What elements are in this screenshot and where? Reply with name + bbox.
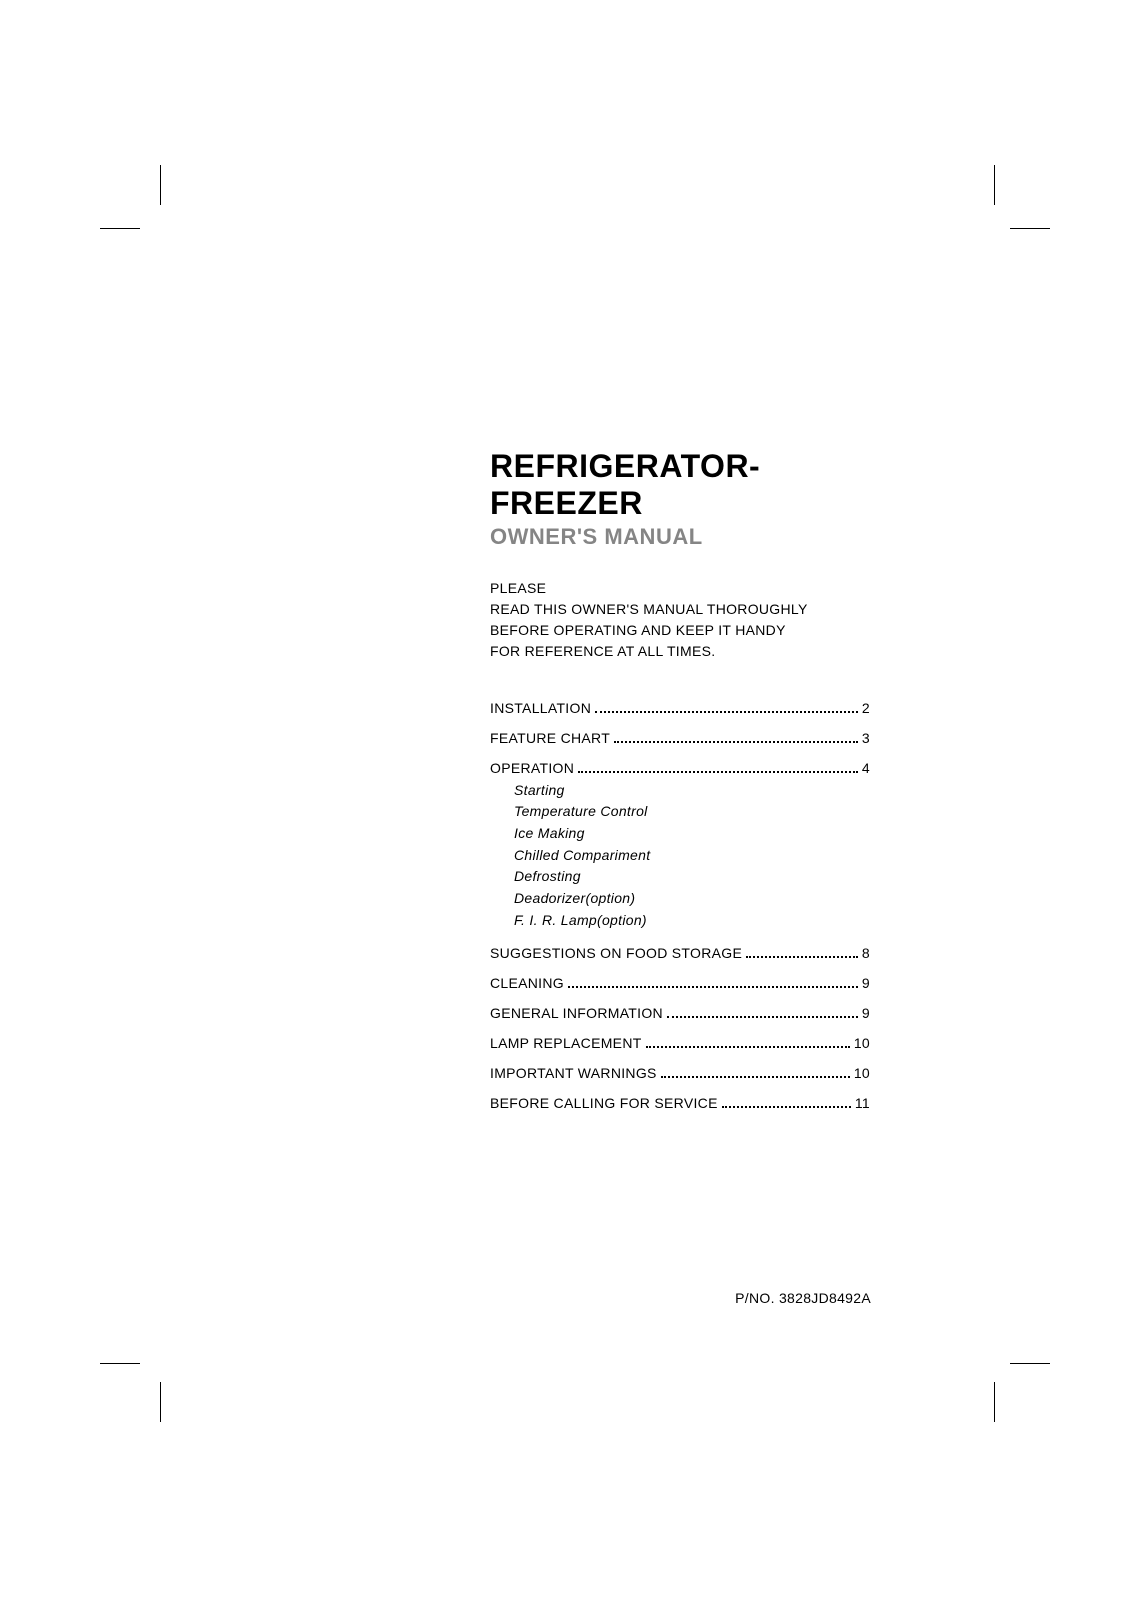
toc-dots [578, 771, 858, 773]
toc-label: OPERATION [490, 760, 574, 776]
crop-mark [160, 1382, 161, 1422]
toc-dots [661, 1076, 850, 1078]
toc-page: 11 [855, 1095, 870, 1111]
title-line-1: REFRIGERATOR- [490, 448, 870, 485]
table-of-contents: INSTALLATION 2 FEATURE CHART 3 OPERATION… [490, 700, 870, 1112]
subtitle: OWNER'S MANUAL [490, 524, 870, 550]
toc-sub-item: Chilled Compariment [514, 845, 870, 867]
crop-mark [100, 1363, 140, 1364]
toc-page: 4 [862, 760, 870, 776]
toc-dots [667, 1016, 858, 1018]
crop-mark [100, 228, 140, 229]
crop-mark [994, 1382, 995, 1422]
content-block: REFRIGERATOR- FREEZER OWNER'S MANUAL PLE… [490, 448, 870, 1125]
toc-row-feature-chart: FEATURE CHART 3 [490, 730, 870, 746]
crop-mark [160, 165, 161, 205]
toc-label: LAMP REPLACEMENT [490, 1035, 642, 1051]
toc-row-before-calling: BEFORE CALLING FOR SERVICE 11 [490, 1095, 870, 1111]
toc-row-operation: OPERATION 4 [490, 760, 870, 776]
toc-sub-item: Ice Making [514, 823, 870, 845]
toc-row-lamp-replacement: LAMP REPLACEMENT 10 [490, 1035, 870, 1051]
toc-dots [614, 741, 858, 743]
crop-mark [994, 165, 995, 205]
toc-label: IMPORTANT WARNINGS [490, 1065, 657, 1081]
toc-row-important-warnings: IMPORTANT WARNINGS 10 [490, 1065, 870, 1081]
please-line: PLEASE [490, 578, 870, 599]
toc-operation-subitems: Starting Temperature Control Ice Making … [514, 780, 870, 932]
document-page: REFRIGERATOR- FREEZER OWNER'S MANUAL PLE… [0, 0, 1131, 1601]
toc-label: CLEANING [490, 975, 564, 991]
toc-label: SUGGESTIONS ON FOOD STORAGE [490, 945, 742, 961]
part-number: P/NO. 3828JD8492A [735, 1290, 871, 1306]
toc-sub-item: Defrosting [514, 866, 870, 888]
crop-mark [1010, 228, 1050, 229]
toc-dots [595, 711, 858, 713]
please-line: READ THIS OWNER'S MANUAL THOROUGHLY [490, 599, 870, 620]
toc-dots [568, 986, 858, 988]
toc-label: GENERAL INFORMATION [490, 1005, 663, 1021]
toc-label: INSTALLATION [490, 700, 591, 716]
toc-label: FEATURE CHART [490, 730, 610, 746]
toc-row-general-information: GENERAL INFORMATION 9 [490, 1005, 870, 1021]
toc-page: 9 [862, 1005, 870, 1021]
toc-dots [746, 956, 858, 958]
toc-page: 10 [854, 1065, 870, 1081]
crop-mark [1010, 1363, 1050, 1364]
toc-dots [722, 1106, 851, 1108]
please-line: FOR REFERENCE AT ALL TIMES. [490, 641, 870, 662]
please-read-block: PLEASE READ THIS OWNER'S MANUAL THOROUGH… [490, 578, 870, 662]
toc-page: 2 [862, 700, 870, 716]
toc-sub-item: Deadorizer(option) [514, 888, 870, 910]
title-line-2: FREEZER [490, 485, 870, 522]
toc-sub-item: Temperature Control [514, 801, 870, 823]
toc-row-installation: INSTALLATION 2 [490, 700, 870, 716]
toc-page: 9 [862, 975, 870, 991]
toc-page: 3 [862, 730, 870, 746]
toc-dots [646, 1046, 850, 1048]
toc-label: BEFORE CALLING FOR SERVICE [490, 1095, 718, 1111]
toc-sub-item: F. I. R. Lamp(option) [514, 910, 870, 932]
toc-page: 10 [854, 1035, 870, 1051]
toc-row-cleaning: CLEANING 9 [490, 975, 870, 991]
please-line: BEFORE OPERATING AND KEEP IT HANDY [490, 620, 870, 641]
toc-row-suggestions: SUGGESTIONS ON FOOD STORAGE 8 [490, 945, 870, 961]
toc-sub-item: Starting [514, 780, 870, 802]
toc-page: 8 [862, 945, 870, 961]
